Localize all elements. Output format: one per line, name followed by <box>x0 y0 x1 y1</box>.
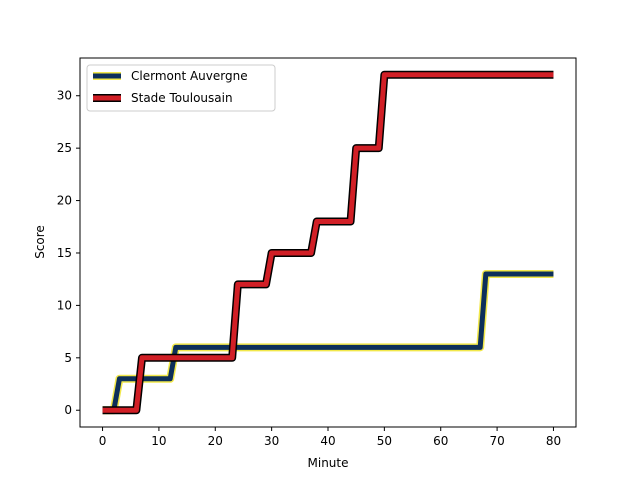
x-tick-label: 70 <box>489 434 504 448</box>
y-axis-ticks: 0 5 10 15 20 25 30 <box>57 89 80 417</box>
y-axis-label: Score <box>33 225 47 259</box>
y-tick-label: 10 <box>57 298 72 312</box>
legend-frame <box>86 64 276 112</box>
y-tick-label: 20 <box>57 194 72 208</box>
x-tick-label: 10 <box>151 434 166 448</box>
x-tick-label: 40 <box>320 434 335 448</box>
y-tick-label: 30 <box>57 89 72 103</box>
y-tick-label: 25 <box>57 141 72 155</box>
legend: Clermont Auvergne Stade Toulousain <box>86 64 276 112</box>
x-tick-label: 20 <box>208 434 223 448</box>
legend-label-toulouse: Stade Toulousain <box>131 91 233 105</box>
series-line-1 <box>102 72 554 413</box>
x-axis-label: Minute <box>308 456 349 470</box>
x-tick-label: 80 <box>546 434 561 448</box>
legend-label-clermont: Clermont Auvergne <box>131 69 248 83</box>
x-tick-label: 0 <box>99 434 107 448</box>
y-tick-label: 0 <box>64 403 72 417</box>
x-tick-label: 60 <box>433 434 448 448</box>
x-axis-ticks: 0 10 20 30 40 50 60 70 80 <box>99 427 561 448</box>
x-tick-label: 50 <box>377 434 392 448</box>
series-lines <box>102 70 554 415</box>
series-line-0 <box>102 271 554 413</box>
y-tick-label: 5 <box>64 351 72 365</box>
y-tick-label: 15 <box>57 246 72 260</box>
x-tick-label: 30 <box>264 434 279 448</box>
